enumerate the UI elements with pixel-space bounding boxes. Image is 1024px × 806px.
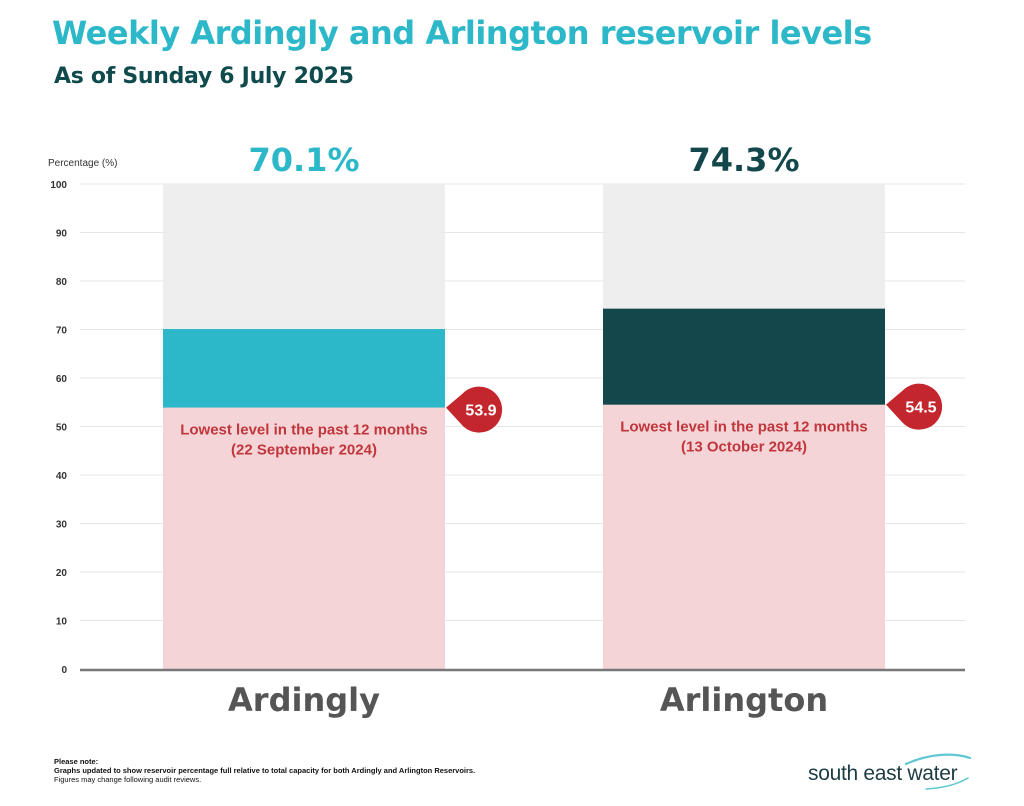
lowest-level-value: 54.5: [905, 400, 936, 417]
y-tick-label: 30: [56, 520, 68, 531]
y-tick-label: 10: [56, 617, 68, 628]
lowest-level-date: (13 October 2024): [681, 439, 807, 456]
lowest-level-marker: [886, 383, 943, 430]
y-tick-label: 0: [61, 665, 67, 676]
y-tick-label: 20: [56, 568, 68, 579]
lowest-level-marker: [446, 386, 503, 433]
category-label: Ardingly: [228, 681, 380, 719]
y-tick-label: 50: [56, 423, 68, 434]
chart-subtitle: As of Sunday 6 July 2025: [54, 64, 354, 89]
y-tick-label: 80: [56, 277, 68, 288]
footnote-line-2: Figures may change following audit revie…: [54, 775, 202, 784]
chart-title: Weekly Ardingly and Arlington reservoir …: [52, 14, 872, 52]
lowest-level-area: [603, 404, 885, 669]
y-axis-label: Percentage (%): [48, 158, 117, 169]
footnote: Please note: Graphs updated to show rese…: [54, 757, 574, 784]
value-label: 74.3%: [688, 141, 799, 179]
y-tick-label: 70: [56, 326, 68, 337]
south-east-water-logo: south east water: [808, 752, 978, 792]
lowest-level-text: Lowest level in the past 12 months: [620, 419, 868, 436]
logo-text: south east water: [808, 762, 958, 785]
reservoir-bar-chart: 0 10 20 30 40 50 60 70 80 90 100 Percentage (%) 70.1…: [48, 141, 965, 719]
lowest-level-value: 53.9: [465, 403, 496, 420]
y-tick-label: 100: [50, 180, 67, 191]
y-tick-label: 90: [56, 229, 68, 240]
y-tick-label: 60: [56, 374, 68, 385]
value-label: 70.1%: [248, 141, 359, 179]
y-tick-label: 40: [56, 471, 68, 482]
category-label: Arlington: [660, 681, 828, 719]
lowest-level-text: Lowest level in the past 12 months: [180, 422, 428, 439]
lowest-level-date: (22 September 2024): [231, 442, 377, 459]
footnote-heading: Please note:: [54, 757, 99, 766]
logo-wave-icon: [904, 753, 972, 790]
lowest-level-area: [163, 407, 445, 669]
footnote-line-1: Graphs updated to show reservoir percent…: [54, 766, 476, 775]
